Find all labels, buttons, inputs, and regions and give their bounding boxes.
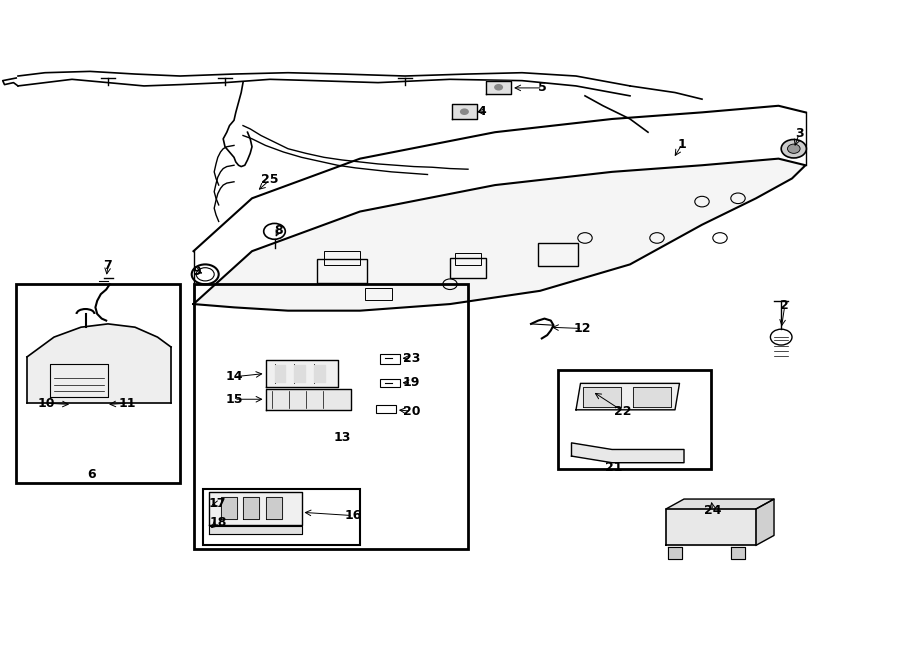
Text: 21: 21: [605, 461, 623, 475]
Text: 4: 4: [477, 105, 486, 118]
Text: 17: 17: [209, 497, 227, 510]
Polygon shape: [243, 497, 259, 519]
Polygon shape: [266, 497, 282, 519]
Text: 22: 22: [614, 405, 632, 418]
Bar: [380, 354, 400, 364]
Polygon shape: [666, 509, 756, 545]
Text: 1: 1: [678, 137, 687, 151]
Polygon shape: [314, 365, 325, 382]
Text: 9: 9: [192, 264, 201, 278]
Bar: [376, 405, 396, 413]
Polygon shape: [194, 159, 806, 311]
Circle shape: [494, 84, 503, 91]
Polygon shape: [266, 360, 338, 387]
Text: 14: 14: [225, 370, 243, 383]
Text: 10: 10: [38, 397, 56, 410]
Polygon shape: [633, 387, 670, 407]
Polygon shape: [220, 497, 237, 519]
Polygon shape: [294, 365, 305, 382]
Text: 15: 15: [225, 393, 243, 406]
Polygon shape: [756, 499, 774, 545]
Text: 11: 11: [119, 397, 137, 410]
Text: 6: 6: [87, 468, 96, 481]
Circle shape: [781, 139, 806, 158]
Text: 2: 2: [780, 299, 789, 312]
Polygon shape: [209, 526, 302, 534]
Text: 20: 20: [402, 405, 420, 418]
Polygon shape: [666, 499, 774, 509]
Circle shape: [460, 108, 469, 115]
Text: 13: 13: [333, 431, 351, 444]
Polygon shape: [668, 547, 682, 559]
Text: 8: 8: [274, 223, 284, 237]
Text: 12: 12: [573, 322, 591, 335]
Polygon shape: [274, 365, 285, 382]
Text: 18: 18: [209, 516, 227, 529]
Text: 5: 5: [538, 81, 547, 95]
Polygon shape: [572, 443, 684, 463]
Polygon shape: [209, 492, 302, 525]
Polygon shape: [583, 387, 621, 407]
Text: 7: 7: [104, 259, 112, 272]
Text: 25: 25: [261, 173, 279, 186]
Text: 16: 16: [344, 509, 362, 522]
Polygon shape: [731, 547, 745, 559]
Text: 3: 3: [795, 127, 804, 140]
Polygon shape: [266, 389, 351, 410]
Text: 24: 24: [704, 504, 722, 517]
Bar: [380, 379, 400, 387]
Text: 19: 19: [402, 376, 420, 389]
Polygon shape: [452, 104, 477, 119]
Polygon shape: [576, 383, 680, 410]
Circle shape: [788, 144, 800, 153]
Text: 23: 23: [402, 352, 420, 365]
Polygon shape: [486, 81, 511, 94]
Polygon shape: [27, 324, 171, 403]
